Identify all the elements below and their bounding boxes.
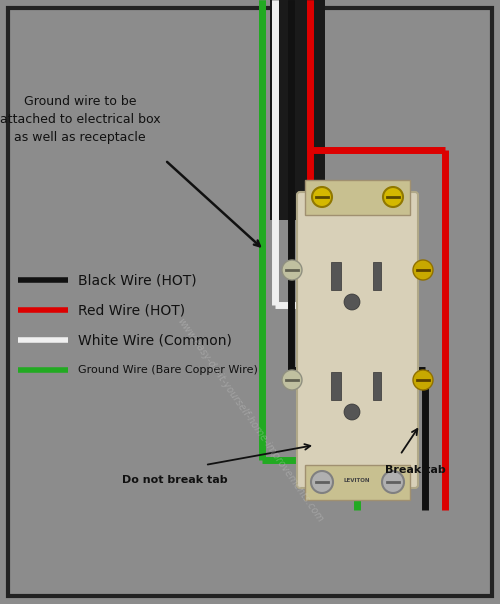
Bar <box>270 0 325 220</box>
Circle shape <box>282 370 302 390</box>
Text: Ground wire to be
attached to electrical box
as well as receptacle: Ground wire to be attached to electrical… <box>0 95 160 144</box>
Circle shape <box>413 260 433 280</box>
Circle shape <box>344 404 360 420</box>
Text: Break tab: Break tab <box>384 465 446 475</box>
Circle shape <box>382 471 404 493</box>
Text: LEVITON: LEVITON <box>344 478 370 483</box>
Bar <box>305 180 410 215</box>
Bar <box>305 465 410 500</box>
FancyBboxPatch shape <box>297 192 418 488</box>
Circle shape <box>311 471 333 493</box>
Circle shape <box>383 187 403 207</box>
Text: Do not break tab: Do not break tab <box>122 475 228 485</box>
Circle shape <box>312 187 332 207</box>
Text: www.easy-do-it-yourself-home-improvements.com: www.easy-do-it-yourself-home-improvement… <box>175 316 325 524</box>
Text: White Wire (Common): White Wire (Common) <box>78 333 232 347</box>
Circle shape <box>282 260 302 280</box>
Text: Black Wire (HOT): Black Wire (HOT) <box>78 273 196 287</box>
Bar <box>331 372 341 400</box>
Bar <box>373 372 381 400</box>
Bar <box>331 262 341 290</box>
Text: Red Wire (HOT): Red Wire (HOT) <box>78 303 185 317</box>
Circle shape <box>344 294 360 310</box>
Circle shape <box>413 370 433 390</box>
Text: Ground Wire (Bare Copper Wire): Ground Wire (Bare Copper Wire) <box>78 365 258 375</box>
Bar <box>373 262 381 290</box>
